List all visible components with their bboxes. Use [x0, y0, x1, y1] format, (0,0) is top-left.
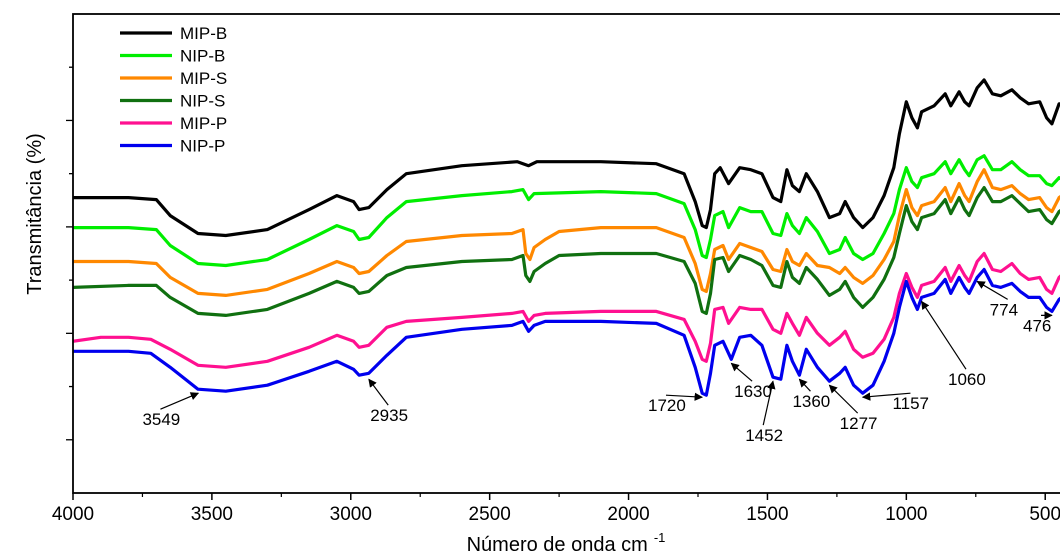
series-line-nip-b: [73, 154, 1060, 268]
legend-label: NIP-P: [180, 137, 225, 156]
annotation-arrow: [828, 384, 859, 414]
annotation-arrow: [921, 300, 967, 370]
x-tick-label: 3500: [191, 504, 233, 525]
series-line-mip-s: [73, 168, 1060, 297]
annotation-label: 476: [1023, 316, 1051, 335]
annotation-arrow: [160, 392, 200, 410]
series-line-nip-s: [73, 186, 1060, 317]
legend: MIP-B NIP-B MIP-S NIP-S MIP-P NIP-P: [120, 24, 227, 156]
annotation-label: 3549: [142, 410, 180, 429]
annotation-arrow: [976, 280, 1008, 300]
series-line-nip-p: [73, 267, 1060, 397]
legend-label: NIP-S: [180, 92, 225, 111]
annotation-arrow: [730, 362, 753, 382]
series-line-mip-p: [73, 251, 1060, 369]
y-axis-title: Transmitância (%): [24, 133, 46, 295]
annotation-label: 1157: [892, 394, 929, 413]
x-tick-label: 1500: [746, 504, 788, 525]
axis-layer: 4000 3500 3000 2500 2000 1500 1000 500: [52, 66, 1060, 525]
annotation-arrow: [665, 392, 704, 401]
annotation-label: 1360: [792, 392, 830, 411]
annotation-layer: 3549 2935 1720 1630 1452 1360 1277 1157 1060 774 4…: [142, 280, 1053, 445]
series-layer: [73, 78, 1060, 397]
x-tick-label: 3000: [330, 504, 372, 525]
annotation-arrow: [368, 378, 389, 406]
annotation-label: 1452: [745, 426, 783, 445]
annotation-label: 1630: [734, 382, 772, 401]
legend-label: MIP-S: [180, 69, 227, 88]
annotation-label: 1277: [840, 414, 878, 433]
legend-label: NIP-B: [180, 47, 225, 66]
annotation-label: 2935: [370, 406, 408, 425]
x-axis-title: Número de onda cm -1: [467, 530, 666, 556]
legend-label: MIP-P: [180, 114, 227, 133]
annotation-arrow: [762, 380, 776, 426]
x-tick-label: 2500: [469, 504, 511, 525]
series-line-mip-b: [73, 78, 1060, 238]
x-tick-label: 500: [1029, 504, 1060, 525]
plot-frame: [72, 13, 1060, 494]
annotation-label: 1060: [948, 370, 986, 389]
annotation-label: 1720: [648, 396, 686, 415]
legend-label: MIP-B: [180, 24, 227, 43]
annotation-arrow: [861, 392, 911, 401]
annotation-arrow: [798, 378, 811, 392]
annotation-label: 774: [990, 300, 1018, 319]
x-tick-label: 1000: [885, 504, 927, 525]
x-tick-label: 2000: [607, 504, 649, 525]
x-tick-label: 4000: [52, 504, 94, 525]
